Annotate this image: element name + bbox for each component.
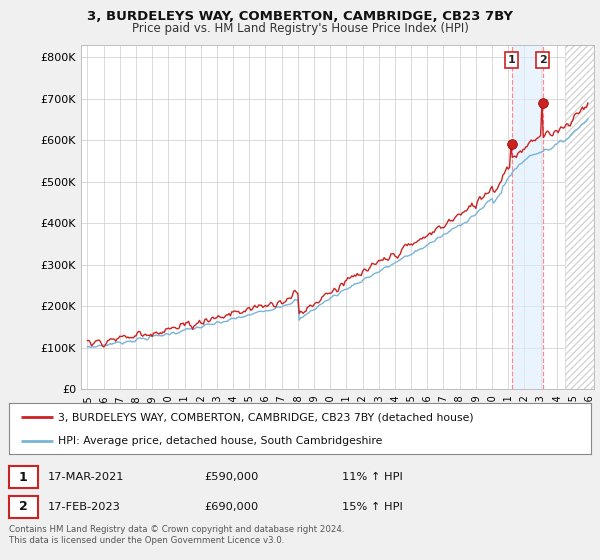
Text: 17-FEB-2023: 17-FEB-2023 bbox=[48, 502, 121, 512]
Text: 3, BURDELEYS WAY, COMBERTON, CAMBRIDGE, CB23 7BY (detached house): 3, BURDELEYS WAY, COMBERTON, CAMBRIDGE, … bbox=[58, 412, 474, 422]
Text: 11% ↑ HPI: 11% ↑ HPI bbox=[342, 472, 403, 482]
Bar bbox=[565, 45, 594, 389]
Text: £590,000: £590,000 bbox=[204, 472, 259, 482]
Text: Price paid vs. HM Land Registry's House Price Index (HPI): Price paid vs. HM Land Registry's House … bbox=[131, 22, 469, 35]
Text: 15% ↑ HPI: 15% ↑ HPI bbox=[342, 502, 403, 512]
Text: 3, BURDELEYS WAY, COMBERTON, CAMBRIDGE, CB23 7BY: 3, BURDELEYS WAY, COMBERTON, CAMBRIDGE, … bbox=[87, 10, 513, 23]
Text: Contains HM Land Registry data © Crown copyright and database right 2024.
This d: Contains HM Land Registry data © Crown c… bbox=[9, 525, 344, 545]
Text: 17-MAR-2021: 17-MAR-2021 bbox=[48, 472, 125, 482]
Text: 2: 2 bbox=[19, 500, 28, 514]
Text: HPI: Average price, detached house, South Cambridgeshire: HPI: Average price, detached house, Sout… bbox=[58, 436, 383, 446]
Text: 1: 1 bbox=[508, 55, 515, 65]
Text: 2: 2 bbox=[539, 55, 547, 65]
Text: 1: 1 bbox=[19, 470, 28, 484]
Text: £690,000: £690,000 bbox=[204, 502, 258, 512]
Bar bbox=[512, 45, 542, 389]
Bar bbox=[565, 45, 594, 389]
